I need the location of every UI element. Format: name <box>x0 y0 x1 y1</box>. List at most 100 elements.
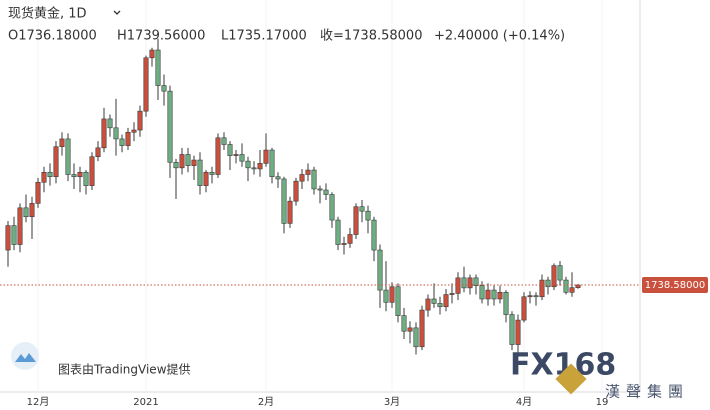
candle <box>23 194 29 223</box>
candle-body <box>11 225 17 245</box>
candle <box>29 196 35 239</box>
candle-body <box>41 171 47 183</box>
candle-body <box>5 225 11 251</box>
candle-body <box>389 286 395 303</box>
candle <box>407 321 413 344</box>
candle <box>557 261 563 286</box>
candle-body <box>395 286 401 316</box>
candle <box>389 282 395 308</box>
candle-body <box>179 154 185 169</box>
candle-body <box>197 159 203 186</box>
candle <box>89 152 95 191</box>
candle <box>83 170 89 195</box>
attribution: 图表由TradingView提供 <box>58 362 191 377</box>
candle-body <box>275 176 281 180</box>
candle-body <box>449 293 455 295</box>
candle <box>311 166 317 195</box>
candle <box>245 156 251 182</box>
candle-body <box>401 315 407 332</box>
candle <box>131 122 137 142</box>
candle <box>59 132 65 156</box>
candle-body <box>491 289 497 300</box>
candle <box>353 203 359 239</box>
x-tick-label: 4月 <box>516 396 532 408</box>
candle <box>491 285 497 306</box>
candle <box>161 74 167 106</box>
candle <box>269 147 275 184</box>
candle-body <box>209 171 215 175</box>
legend-low: L1735.17000 <box>221 29 307 44</box>
candle <box>239 143 245 167</box>
candle-body <box>131 129 137 133</box>
logo-circle <box>11 342 39 370</box>
candle <box>275 172 281 188</box>
candle-body <box>443 294 449 308</box>
candle-body <box>185 154 191 166</box>
candle <box>503 290 509 323</box>
candle <box>431 283 437 308</box>
candle <box>167 85 173 178</box>
candle <box>419 305 425 351</box>
x-tick-label: 19 <box>596 397 609 408</box>
candle <box>125 127 131 151</box>
candle <box>47 163 53 186</box>
candle <box>11 216 17 251</box>
candle <box>377 244 383 308</box>
candle-body <box>413 327 419 348</box>
candle-body <box>89 156 95 186</box>
candle <box>485 283 491 306</box>
candle-body <box>323 189 329 195</box>
candle <box>497 285 503 304</box>
candle <box>233 150 239 164</box>
candle <box>173 158 179 199</box>
dropdown-icon[interactable] <box>113 10 121 15</box>
candle-body <box>203 171 209 186</box>
candle <box>299 168 305 189</box>
candle <box>533 292 539 306</box>
candle-body <box>137 110 143 131</box>
candle-body <box>497 292 503 300</box>
candle-body <box>227 144 233 156</box>
candle-body <box>305 169 311 175</box>
tradingview-logo[interactable] <box>11 342 39 370</box>
candle-body <box>215 137 221 175</box>
candle <box>191 155 197 181</box>
candle-body <box>509 314 515 345</box>
candle <box>365 205 371 234</box>
legend-close: 收=1738.58000 <box>320 29 422 44</box>
candle-body <box>533 295 539 298</box>
candle-body <box>425 298 431 311</box>
legend-open: O1736.18000 <box>8 29 97 44</box>
candle-body <box>371 219 377 251</box>
candle <box>521 292 527 323</box>
candle <box>35 177 41 208</box>
candle-body <box>431 298 437 304</box>
candle-body <box>221 137 227 145</box>
candle-body <box>383 289 389 303</box>
candle-body <box>293 180 299 202</box>
plot-area <box>5 38 581 355</box>
candle-body <box>335 219 341 245</box>
candle-body <box>407 327 413 332</box>
candle <box>5 221 11 267</box>
candle-body <box>233 154 239 156</box>
candle-body <box>485 289 491 300</box>
candle-body <box>149 49 155 59</box>
candle <box>227 141 233 171</box>
candle-body <box>479 285 485 300</box>
candle-body <box>65 138 71 175</box>
candle-body <box>59 138 65 148</box>
candle <box>215 133 221 178</box>
candle-body <box>53 146 59 178</box>
candle-body <box>119 138 125 146</box>
symbol: 现货黄金, 1D <box>8 6 87 22</box>
candle <box>329 192 335 228</box>
candle-body <box>125 131 131 146</box>
candle <box>515 314 521 353</box>
candle <box>545 276 551 295</box>
candle-body <box>71 174 77 178</box>
candle-body <box>299 174 305 182</box>
candle <box>383 261 389 312</box>
